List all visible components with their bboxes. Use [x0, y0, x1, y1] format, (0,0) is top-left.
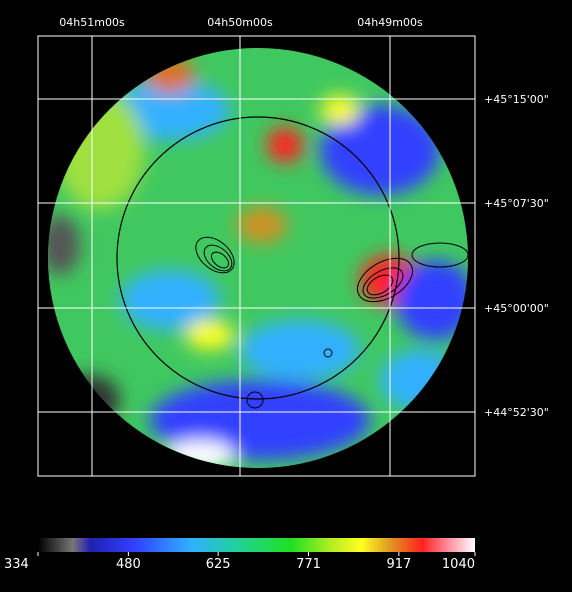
colorbar-label: 625 — [206, 557, 231, 572]
colorbar-label: 334 — [4, 557, 29, 572]
ra-label: 04h51m00s — [59, 16, 125, 29]
colorbar-label: 480 — [116, 557, 141, 572]
ra-label: 04h50m00s — [207, 16, 273, 29]
colorbar-label: 1040 — [442, 557, 475, 572]
dec-label: +45°00'00" — [484, 302, 549, 315]
colorbar-label: 771 — [296, 557, 321, 572]
dec-label: +44°52'30" — [484, 406, 549, 419]
colorbar — [38, 538, 475, 552]
ra-label: 04h49m00s — [357, 16, 423, 29]
colorbar-label: 917 — [386, 557, 411, 572]
dec-label: +45°07'30" — [484, 197, 549, 210]
contours — [195, 236, 469, 358]
coordinate-grid — [38, 36, 475, 476]
small-circle — [246, 391, 264, 409]
dec-label: +45°15'00" — [484, 93, 549, 106]
